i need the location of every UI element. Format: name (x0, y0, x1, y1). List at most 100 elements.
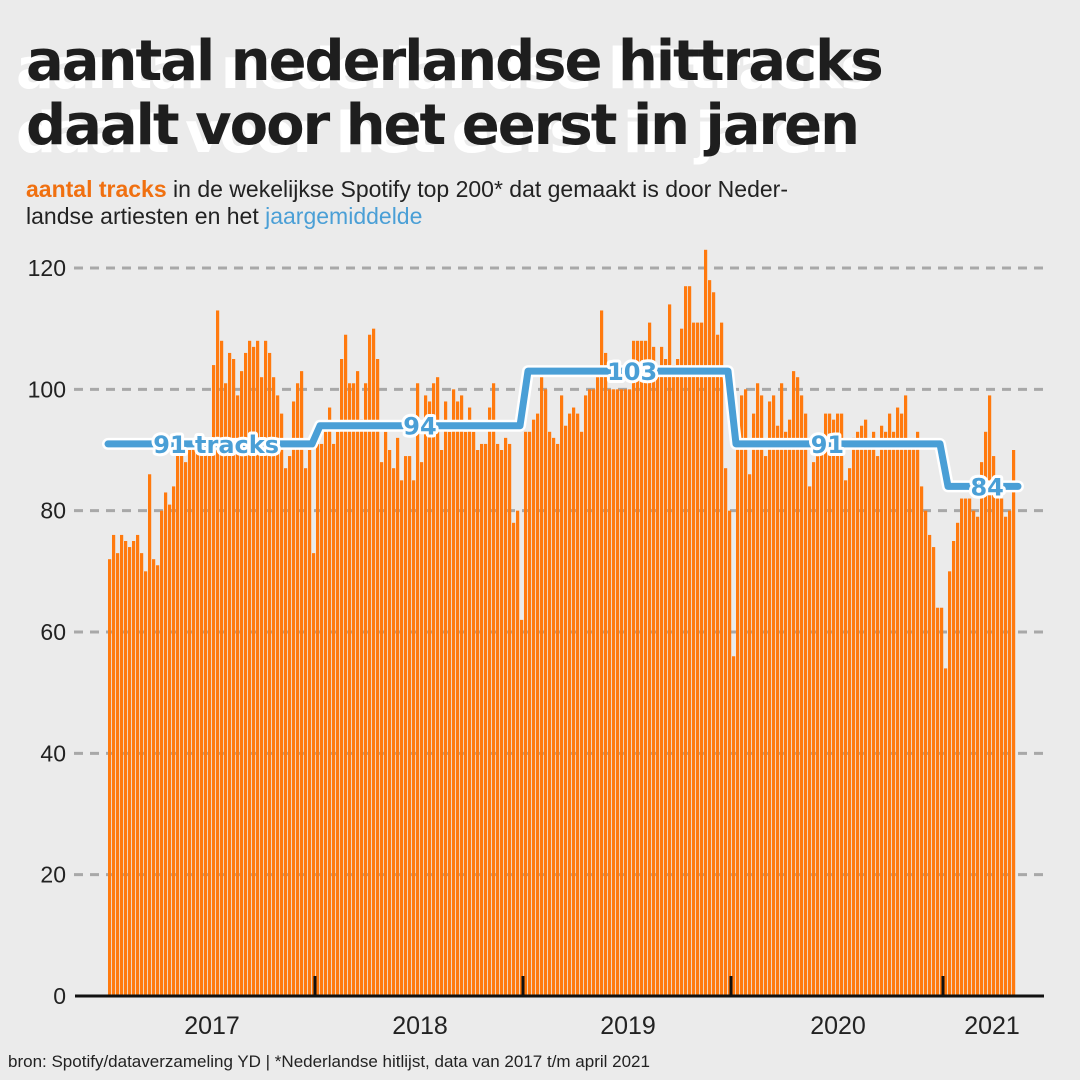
legend-tracks-label: aantal tracks (26, 176, 167, 202)
bar (812, 462, 816, 997)
bar (712, 292, 716, 996)
average-line (104, 367, 1022, 490)
bar (232, 359, 236, 996)
bar (268, 352, 272, 996)
bar (660, 346, 664, 996)
bar (520, 619, 524, 996)
bar (912, 443, 916, 996)
bar (120, 534, 124, 996)
bar (228, 352, 232, 996)
bar (916, 431, 920, 996)
y-tick-label: 100 (28, 376, 66, 402)
bar (168, 504, 172, 996)
bar (984, 431, 988, 996)
bar (176, 450, 180, 996)
x-tick-label: 2018 (392, 1012, 448, 1040)
bar (332, 443, 336, 996)
bar (700, 322, 704, 997)
average-labels: 91 tracks 94 103 91 84 (150, 355, 1007, 504)
bar (624, 389, 628, 996)
bar (616, 389, 620, 996)
bar (420, 462, 424, 997)
bar (296, 383, 300, 996)
bar (836, 413, 840, 997)
bar (328, 407, 332, 996)
bar (976, 516, 980, 996)
average-label: 94 (403, 413, 436, 441)
bar (804, 413, 808, 997)
bar (876, 456, 880, 997)
bar (896, 407, 900, 996)
bar (776, 425, 780, 996)
bar (560, 395, 564, 996)
bar (256, 340, 260, 996)
average-label: 91 (811, 431, 844, 459)
bar (852, 437, 856, 996)
bar (392, 468, 396, 996)
bar (740, 395, 744, 996)
bar (856, 431, 860, 996)
bar (860, 425, 864, 996)
bar (468, 407, 472, 996)
bar (324, 431, 328, 996)
bar (288, 456, 292, 997)
bar (1004, 516, 1008, 996)
bar (708, 280, 712, 997)
bar (816, 450, 820, 996)
bar (948, 571, 952, 996)
source-footer: bron: Spotify/dataverzameling YD | *Nede… (8, 1052, 650, 1071)
bar (216, 310, 220, 996)
bar (404, 456, 408, 997)
y-tick-label: 20 (40, 862, 66, 888)
bar (316, 443, 320, 996)
bar (368, 334, 372, 996)
bar (452, 389, 456, 996)
bar (576, 413, 580, 997)
bar (460, 395, 464, 996)
bar (684, 286, 688, 996)
bar (580, 431, 584, 996)
bar (940, 607, 944, 996)
bar (192, 443, 196, 996)
bar (928, 534, 932, 996)
bar (840, 413, 844, 997)
bar (904, 395, 908, 996)
bar (244, 352, 248, 996)
bar (336, 431, 340, 996)
bar (908, 443, 912, 996)
bar (280, 413, 284, 997)
bar (832, 419, 836, 997)
bar (808, 486, 812, 996)
bar (960, 498, 964, 996)
bar (512, 522, 516, 996)
x-axis (75, 976, 1044, 998)
bar (472, 431, 476, 996)
bar (112, 534, 116, 996)
bar (732, 656, 736, 996)
bar (140, 553, 144, 996)
bar (964, 498, 968, 996)
bar (584, 395, 588, 996)
subtitle-text-1: in de wekelijkse Spotify top 200* dat ge… (166, 176, 788, 202)
x-tick-label: 2020 (810, 1012, 866, 1040)
chart-title: aantal nederlandse hittracks daalt voor … (26, 30, 1066, 158)
average-label: 84 (970, 473, 1003, 501)
bar (868, 443, 872, 996)
title-shadow: aantal nederlandse hittracks daalt voor … (16, 37, 874, 166)
y-axis-ticks: 0 20 40 60 80 100 120 (28, 255, 66, 1009)
bar (464, 431, 468, 996)
bar (204, 450, 208, 996)
average-label: 103 (607, 358, 657, 386)
bar (620, 389, 624, 996)
bar (884, 431, 888, 996)
bar (760, 395, 764, 996)
bar (704, 249, 708, 997)
bar (640, 340, 644, 996)
bar (132, 541, 136, 996)
bar (608, 389, 612, 996)
bar (924, 510, 928, 996)
bar (596, 377, 600, 996)
bar (604, 352, 608, 996)
bar (224, 383, 228, 996)
bar (448, 431, 452, 996)
